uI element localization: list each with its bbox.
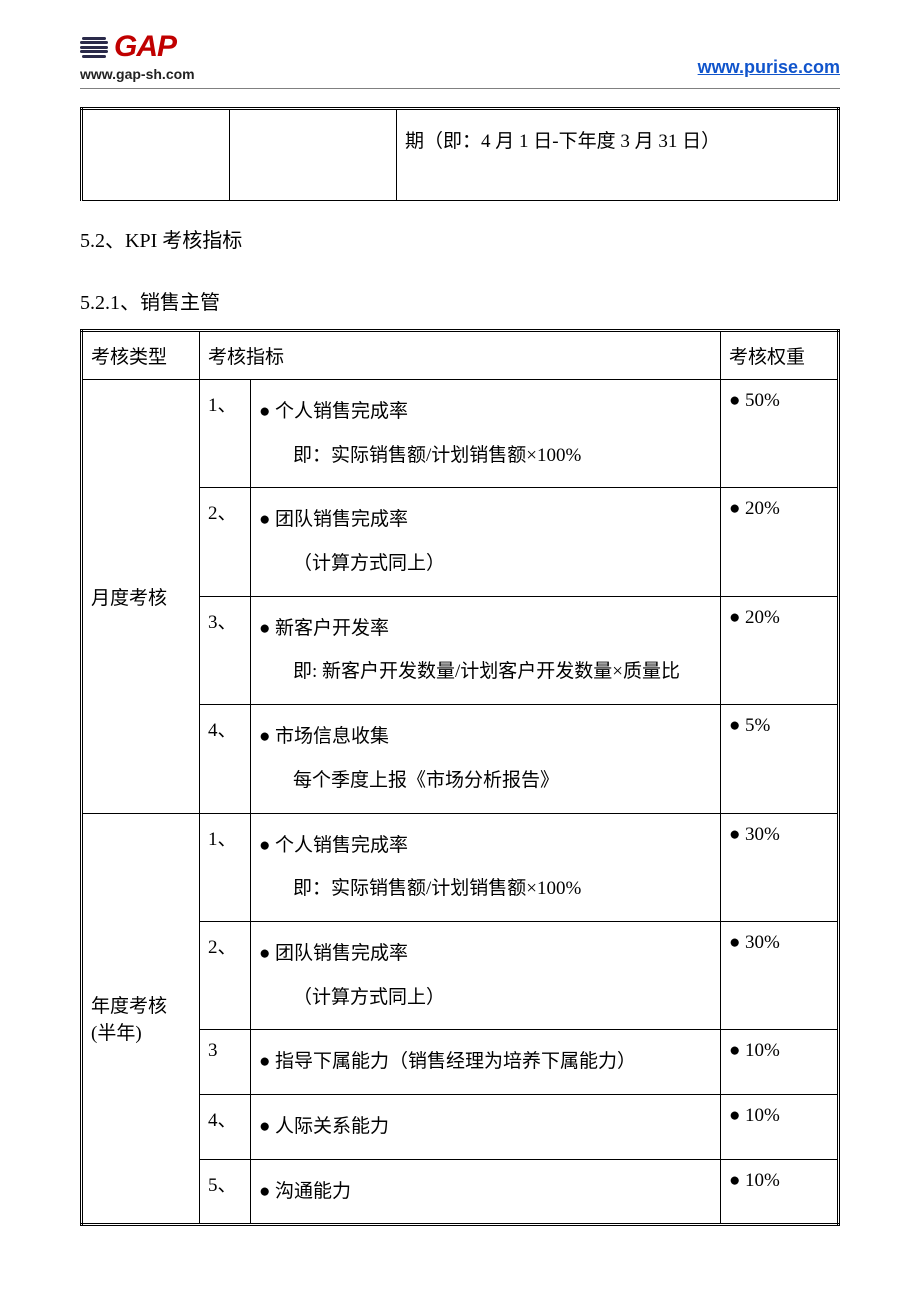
weight-cell: ●20% [721,488,839,596]
logo-block: GAP www.gap-sh.com [80,30,195,82]
th-weight: 考核权重 [721,331,839,380]
page-header: GAP www.gap-sh.com www.purise.com [80,30,840,89]
top-cell-1 [82,109,230,201]
indicator-cell: ●个人销售完成率 即：实际销售额/计划销售额×100% [251,813,721,921]
table-row: 月度考核 1、 ●个人销售完成率 即：实际销售额/计划销售额×100% ●50% [82,380,839,488]
indicator-cell: ●个人销售完成率 即：实际销售额/计划销售额×100% [251,380,721,488]
num-cell: 3、 [200,596,251,704]
logo-text: GAP [114,30,176,64]
num-cell: 2、 [200,921,251,1029]
weight-cell: ●5% [721,705,839,813]
weight-cell: ●10% [721,1030,839,1095]
indicator-cell: ●团队销售完成率 （计算方式同上） [251,488,721,596]
type-cell-annual: 年度考核 (半年) [82,813,200,1225]
top-cell-2 [230,109,397,201]
th-type: 考核类型 [82,331,200,380]
indicator-cell: ●人际关系能力 [251,1094,721,1159]
weight-cell: ●10% [721,1094,839,1159]
top-cell-3: 期（即：4 月 1 日-下年度 3 月 31 日） [397,109,839,201]
table-row: 年度考核 (半年) 1、 ●个人销售完成率 即：实际销售额/计划销售额×100%… [82,813,839,921]
indicator-cell: ●市场信息收集 每个季度上报《市场分析报告》 [251,705,721,813]
section-heading-5-2: 5.2、KPI 考核指标 [80,219,840,263]
section-heading-5-2-1: 5.2.1、销售主管 [80,281,840,325]
num-cell: 1、 [200,813,251,921]
num-cell: 3 [200,1030,251,1095]
weight-cell: ●30% [721,813,839,921]
th-indicator: 考核指标 [200,331,721,380]
top-fragment-table: 期（即：4 月 1 日-下年度 3 月 31 日） [80,107,840,201]
weight-cell: ●20% [721,596,839,704]
num-cell: 4、 [200,1094,251,1159]
right-url-link[interactable]: www.purise.com [698,57,840,82]
indicator-cell: ●团队销售完成率 （计算方式同上） [251,921,721,1029]
kpi-table: 考核类型 考核指标 考核权重 月度考核 1、 ●个人销售完成率 即：实际销售额/… [80,329,840,1226]
table-header-row: 考核类型 考核指标 考核权重 [82,331,839,380]
logo-url: www.gap-sh.com [80,66,195,82]
weight-cell: ●50% [721,380,839,488]
indicator-cell: ●沟通能力 [251,1159,721,1225]
weight-cell: ●30% [721,921,839,1029]
logo-icon [80,37,108,58]
indicator-cell: ●指导下属能力（销售经理为培养下属能力） [251,1030,721,1095]
num-cell: 1、 [200,380,251,488]
weight-cell: ●10% [721,1159,839,1225]
num-cell: 4、 [200,705,251,813]
num-cell: 5、 [200,1159,251,1225]
num-cell: 2、 [200,488,251,596]
indicator-cell: ●新客户开发率 即: 新客户开发数量/计划客户开发数量×质量比 [251,596,721,704]
type-cell-monthly: 月度考核 [82,380,200,814]
